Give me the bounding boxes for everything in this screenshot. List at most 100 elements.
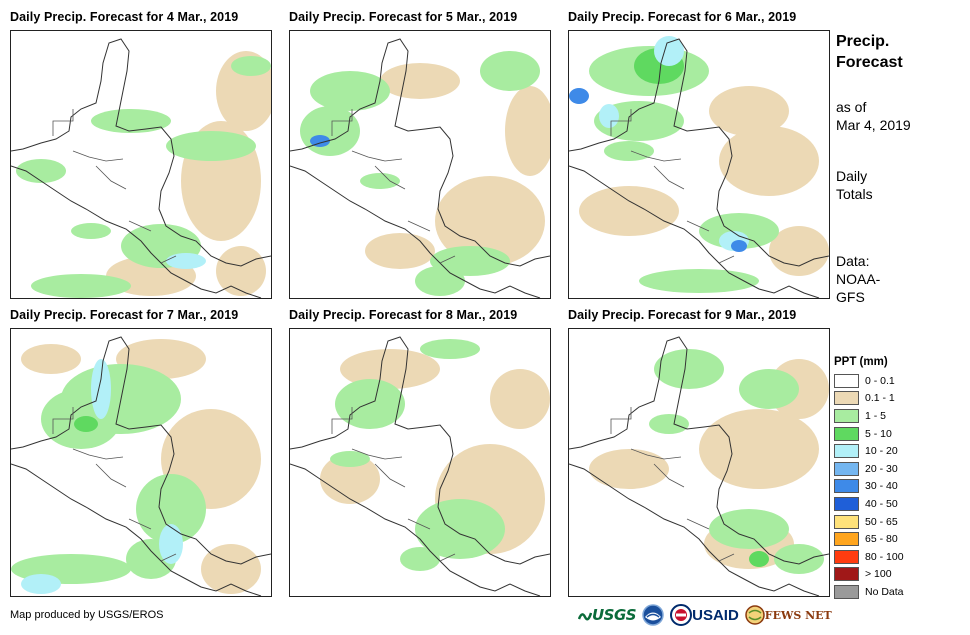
precip-area — [604, 141, 654, 161]
precip-area — [330, 451, 370, 467]
legend-label: 50 - 65 — [865, 515, 898, 528]
precip-area — [505, 86, 550, 176]
legend-label: 1 - 5 — [865, 409, 887, 422]
precip-map-svg — [11, 38, 271, 298]
precip-map-svg — [11, 336, 271, 596]
legend-label: 30 - 40 — [865, 480, 898, 493]
precip-area — [649, 414, 689, 434]
legend-item: 20 - 30 — [834, 460, 964, 478]
precip-area — [201, 544, 261, 594]
legend-label: 0 - 0.1 — [865, 374, 895, 387]
coastline — [290, 463, 541, 596]
legend-item: No Data — [834, 583, 964, 601]
precip-map — [289, 30, 551, 299]
precip-area — [91, 109, 171, 133]
fews-globe-icon — [745, 605, 765, 625]
precip-map-svg — [569, 336, 829, 596]
coastline — [290, 336, 550, 565]
noaa-emblem-icon — [642, 604, 664, 626]
legend-item: 50 - 65 — [834, 513, 964, 531]
legend-label: 10 - 20 — [865, 445, 898, 458]
precip-map — [289, 328, 551, 597]
as-of-text: as of Mar 4, 2019 — [836, 99, 911, 133]
precip-area — [699, 213, 779, 249]
legend-label: 40 - 50 — [865, 497, 898, 510]
precip-area — [310, 71, 390, 111]
precip-area — [599, 104, 619, 128]
legend-item: 5 - 10 — [834, 425, 964, 443]
usaid-seal-icon — [670, 604, 693, 626]
legend-swatch — [834, 567, 859, 582]
precip-area — [166, 131, 256, 161]
precip-area — [400, 547, 440, 571]
precip-area — [719, 126, 819, 196]
usgs-logo: USGS — [578, 606, 637, 624]
precip-area — [16, 159, 66, 183]
precip-area — [490, 369, 550, 429]
legend-item: 10 - 20 — [834, 442, 964, 460]
usgs-wave-icon — [578, 612, 592, 621]
precip-area — [774, 544, 824, 574]
precip-map — [568, 30, 830, 299]
precip-area — [340, 349, 440, 389]
precip-area — [335, 379, 405, 429]
legend-item: > 100 — [834, 566, 964, 584]
legend-swatch — [834, 479, 859, 494]
legend-swatch — [834, 461, 859, 476]
coastline — [569, 463, 820, 596]
coastline — [569, 38, 829, 267]
legend-swatch — [834, 391, 859, 406]
legend-swatch — [834, 444, 859, 459]
coastline — [569, 336, 829, 565]
precip-map-svg — [290, 38, 550, 298]
legend-swatch — [834, 373, 859, 388]
precip-area — [136, 474, 206, 544]
coastline — [290, 38, 550, 267]
legend-rows: 0 - 0.1 0.1 - 1 1 - 5 5 - 10 10 - 20 20 - 30 3… — [834, 372, 964, 601]
precip-area — [21, 574, 61, 594]
precip-area — [320, 454, 380, 504]
precip-map-svg — [569, 36, 829, 298]
legend-item: 80 - 100 — [834, 548, 964, 566]
legend-label: No Data — [865, 585, 904, 598]
legend-item: 30 - 40 — [834, 478, 964, 496]
precip-area — [739, 369, 799, 409]
precip-area — [21, 344, 81, 374]
precip-area — [639, 269, 759, 293]
legend-item: 65 - 80 — [834, 530, 964, 548]
country-border — [52, 407, 177, 562]
precip-area — [435, 176, 545, 266]
country-border — [331, 109, 456, 264]
side-title: Precip. Forecast — [836, 33, 903, 71]
precip-area — [300, 106, 360, 156]
panel-title: Daily Precip. Forecast for 5 Mar., 2019 — [289, 10, 518, 24]
precip-area — [654, 36, 684, 66]
precip-area — [365, 233, 435, 269]
precip-area — [709, 509, 789, 549]
precip-area — [579, 186, 679, 236]
legend-item: 40 - 50 — [834, 495, 964, 513]
precip-area — [166, 253, 206, 269]
map-credit: Map produced by USGS/EROS — [10, 609, 164, 621]
precip-area — [731, 240, 747, 252]
legend-swatch — [834, 426, 859, 441]
legend-title: PPT (mm) — [834, 356, 888, 368]
coastline — [11, 463, 262, 596]
usaid-logo: USAID — [670, 604, 739, 626]
agency-logos: USGS USAID FEWS NET — [578, 602, 838, 628]
precip-map — [10, 328, 272, 597]
precip-area — [654, 349, 724, 389]
legend-label: > 100 — [865, 568, 892, 581]
legend-item: 1 - 5 — [834, 407, 964, 425]
precip-area — [380, 63, 460, 99]
precip-area — [749, 551, 769, 567]
legend-item: 0 - 0.1 — [834, 372, 964, 390]
coastline — [11, 165, 262, 298]
precip-area — [310, 135, 330, 147]
panel-title: Daily Precip. Forecast for 9 Mar., 2019 — [568, 308, 797, 322]
coastline — [290, 165, 541, 298]
precip-area — [91, 359, 111, 419]
legend-swatch — [834, 408, 859, 423]
daily-totals-text: Daily Totals — [836, 168, 873, 202]
country-border — [610, 109, 735, 264]
